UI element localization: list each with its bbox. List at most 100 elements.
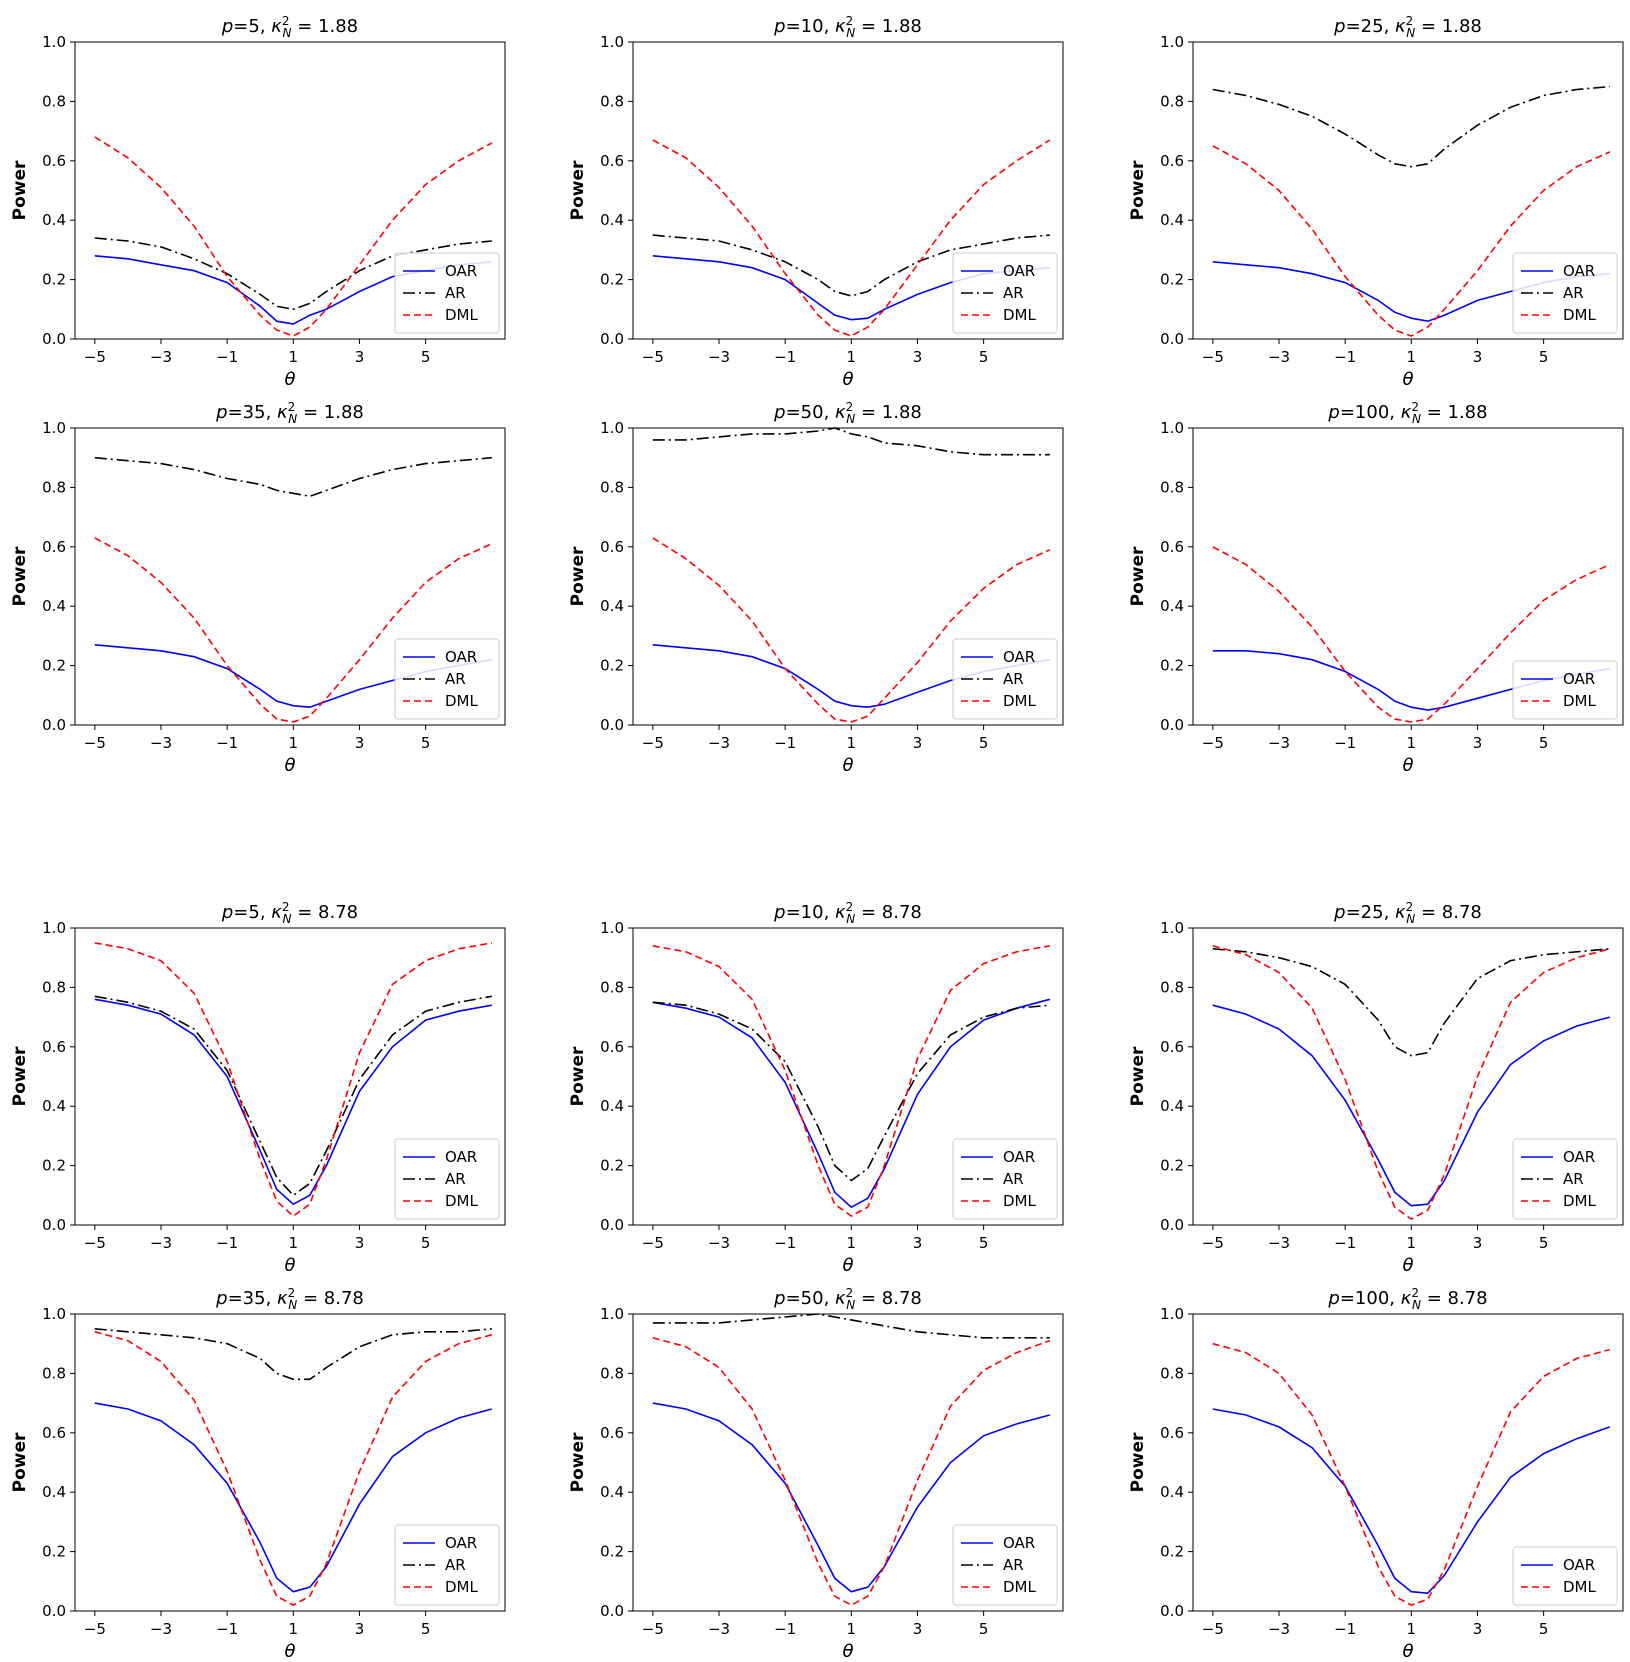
x-tick-label: 5 — [421, 734, 431, 752]
x-tick-label: 3 — [913, 1620, 923, 1638]
y-tick-label: 0.8 — [600, 92, 624, 110]
x-tick-label: 3 — [913, 348, 923, 366]
x-tick-label: −5 — [84, 1234, 106, 1252]
y-tick-label: 0.6 — [600, 538, 624, 556]
x-tick-label: −1 — [1334, 734, 1356, 752]
x-tick-label: 5 — [421, 1234, 431, 1252]
x-tick-label: 5 — [1539, 348, 1549, 366]
series-line-ar — [652, 234, 1050, 297]
x-tick-label: −5 — [1202, 1620, 1224, 1638]
legend-label-ar: AR — [445, 670, 466, 688]
y-tick-label: 0.2 — [600, 657, 624, 675]
subplot: 0.0 0.2 0.4 0.6 0.8 1.0 −5 −3 −1 1 3 5 θ Power p=10, κ… — [568, 14, 1064, 390]
y-tick-label: 0.6 — [1160, 1038, 1184, 1056]
legend-label-ar: AR — [1003, 1556, 1024, 1574]
x-axis-label: θ — [1402, 1255, 1413, 1276]
legend — [1512, 660, 1618, 720]
panel-title: p=100, κ2 N = 8.78 — [1327, 1286, 1487, 1312]
legend — [394, 638, 500, 720]
y-tick-label: 0.4 — [1160, 1483, 1184, 1501]
x-tick-label: 5 — [979, 348, 989, 366]
subplot: 0.0 0.2 0.4 0.6 0.8 1.0 −5 −3 −1 1 3 5 θ Power p=35, κ… — [10, 400, 506, 776]
x-axis-label: θ — [284, 369, 295, 390]
legend-label-oar: OAR — [445, 262, 477, 280]
x-tick-label: −3 — [1268, 1620, 1290, 1638]
legend-label-oar: OAR — [1003, 262, 1035, 280]
legend-label-ar: AR — [1003, 670, 1024, 688]
y-tick-label: 0.6 — [1160, 1424, 1184, 1442]
y-axis-label: Power — [568, 1046, 588, 1106]
series-line-oar — [1212, 1408, 1611, 1595]
legend-label-ar: AR — [1563, 284, 1584, 302]
y-tick-label: 1.0 — [600, 1305, 624, 1323]
y-tick-label: 0.0 — [600, 1216, 624, 1234]
legend — [394, 252, 500, 334]
y-tick-label: 0.2 — [600, 271, 624, 289]
x-tick-label: 1 — [847, 1620, 857, 1638]
x-tick-label: 3 — [913, 1234, 923, 1252]
series-line-dml — [94, 136, 493, 337]
legend-label-ar: AR — [445, 1170, 466, 1188]
y-tick-label: 0.6 — [600, 152, 624, 170]
y-tick-label: 0.6 — [42, 152, 66, 170]
y-tick-label: 0.4 — [600, 597, 624, 615]
series-line-ar — [652, 1001, 1050, 1182]
y-tick-label: 0.8 — [1160, 92, 1184, 110]
y-tick-label: 0.6 — [600, 1424, 624, 1442]
x-tick-label: −3 — [150, 348, 172, 366]
legend-label-oar: OAR — [1003, 648, 1035, 666]
panel-title: p=5, κ2 N = 8.78 — [221, 900, 358, 926]
series-line-ar — [94, 237, 492, 311]
y-tick-label: 0.6 — [1160, 152, 1184, 170]
y-tick-label: 0.0 — [1160, 330, 1184, 348]
x-tick-label: 5 — [1539, 734, 1549, 752]
x-tick-label: 5 — [421, 1620, 431, 1638]
y-tick-label: 0.2 — [600, 1157, 624, 1175]
x-tick-label: −1 — [774, 348, 796, 366]
series-line-ar — [1212, 948, 1610, 1057]
series-line-dml — [652, 537, 1051, 723]
y-tick-label: 0.6 — [42, 538, 66, 556]
x-tick-label: −3 — [1268, 1234, 1290, 1252]
y-tick-label: 0.0 — [42, 1216, 66, 1234]
legend — [1512, 252, 1618, 334]
y-tick-label: 0.8 — [1160, 978, 1184, 996]
series-line-dml — [1212, 145, 1611, 337]
series-line-dml — [94, 942, 492, 1218]
legend-label-oar: OAR — [1003, 1534, 1035, 1552]
panel-title: p=35, κ2 N = 1.88 — [215, 400, 364, 426]
legend-label-dml: DML — [1003, 1578, 1036, 1596]
y-tick-label: 0.0 — [1160, 1216, 1184, 1234]
x-axis-label: θ — [284, 1255, 295, 1276]
x-tick-label: −3 — [708, 734, 730, 752]
legend — [1512, 1546, 1618, 1606]
legend-label-dml: DML — [1563, 692, 1596, 710]
legend-label-oar: OAR — [445, 648, 477, 666]
y-axis-label: Power — [568, 546, 588, 606]
x-tick-label: 3 — [355, 734, 365, 752]
legend-label-oar: OAR — [1563, 670, 1595, 688]
subplot: 0.0 0.2 0.4 0.6 0.8 1.0 −5 −3 −1 1 3 5 θ Power p=5, κ2… — [10, 14, 506, 390]
y-tick-label: 1.0 — [42, 419, 66, 437]
y-axis-label: Power — [568, 1432, 588, 1492]
y-axis-label: Power — [1128, 546, 1148, 606]
legend-label-dml: DML — [1003, 1192, 1036, 1210]
x-tick-label: −3 — [1268, 734, 1290, 752]
series-line-dml — [652, 945, 1050, 1218]
series-line-oar — [94, 1402, 493, 1593]
y-tick-label: 0.6 — [600, 1038, 624, 1056]
y-tick-label: 0.8 — [1160, 478, 1184, 496]
y-tick-label: 0.2 — [1160, 1157, 1184, 1175]
x-tick-label: 1 — [847, 1234, 857, 1252]
y-tick-label: 0.4 — [1160, 1097, 1184, 1115]
panel-title: p=50, κ2 N = 8.78 — [773, 1286, 922, 1312]
y-axis-label: Power — [1128, 1432, 1148, 1492]
legend-label-dml: DML — [445, 306, 478, 324]
subplot: 0.0 0.2 0.4 0.6 0.8 1.0 −5 −3 −1 1 3 5 θ Power p=100, … — [1128, 1286, 1624, 1662]
y-tick-label: 0.0 — [1160, 716, 1184, 734]
x-tick-label: 1 — [289, 734, 299, 752]
x-tick-label: −3 — [708, 1234, 730, 1252]
panel-title: p=35, κ2 N = 8.78 — [215, 1286, 364, 1312]
y-axis-label: Power — [10, 1432, 30, 1492]
x-tick-label: 1 — [847, 734, 857, 752]
